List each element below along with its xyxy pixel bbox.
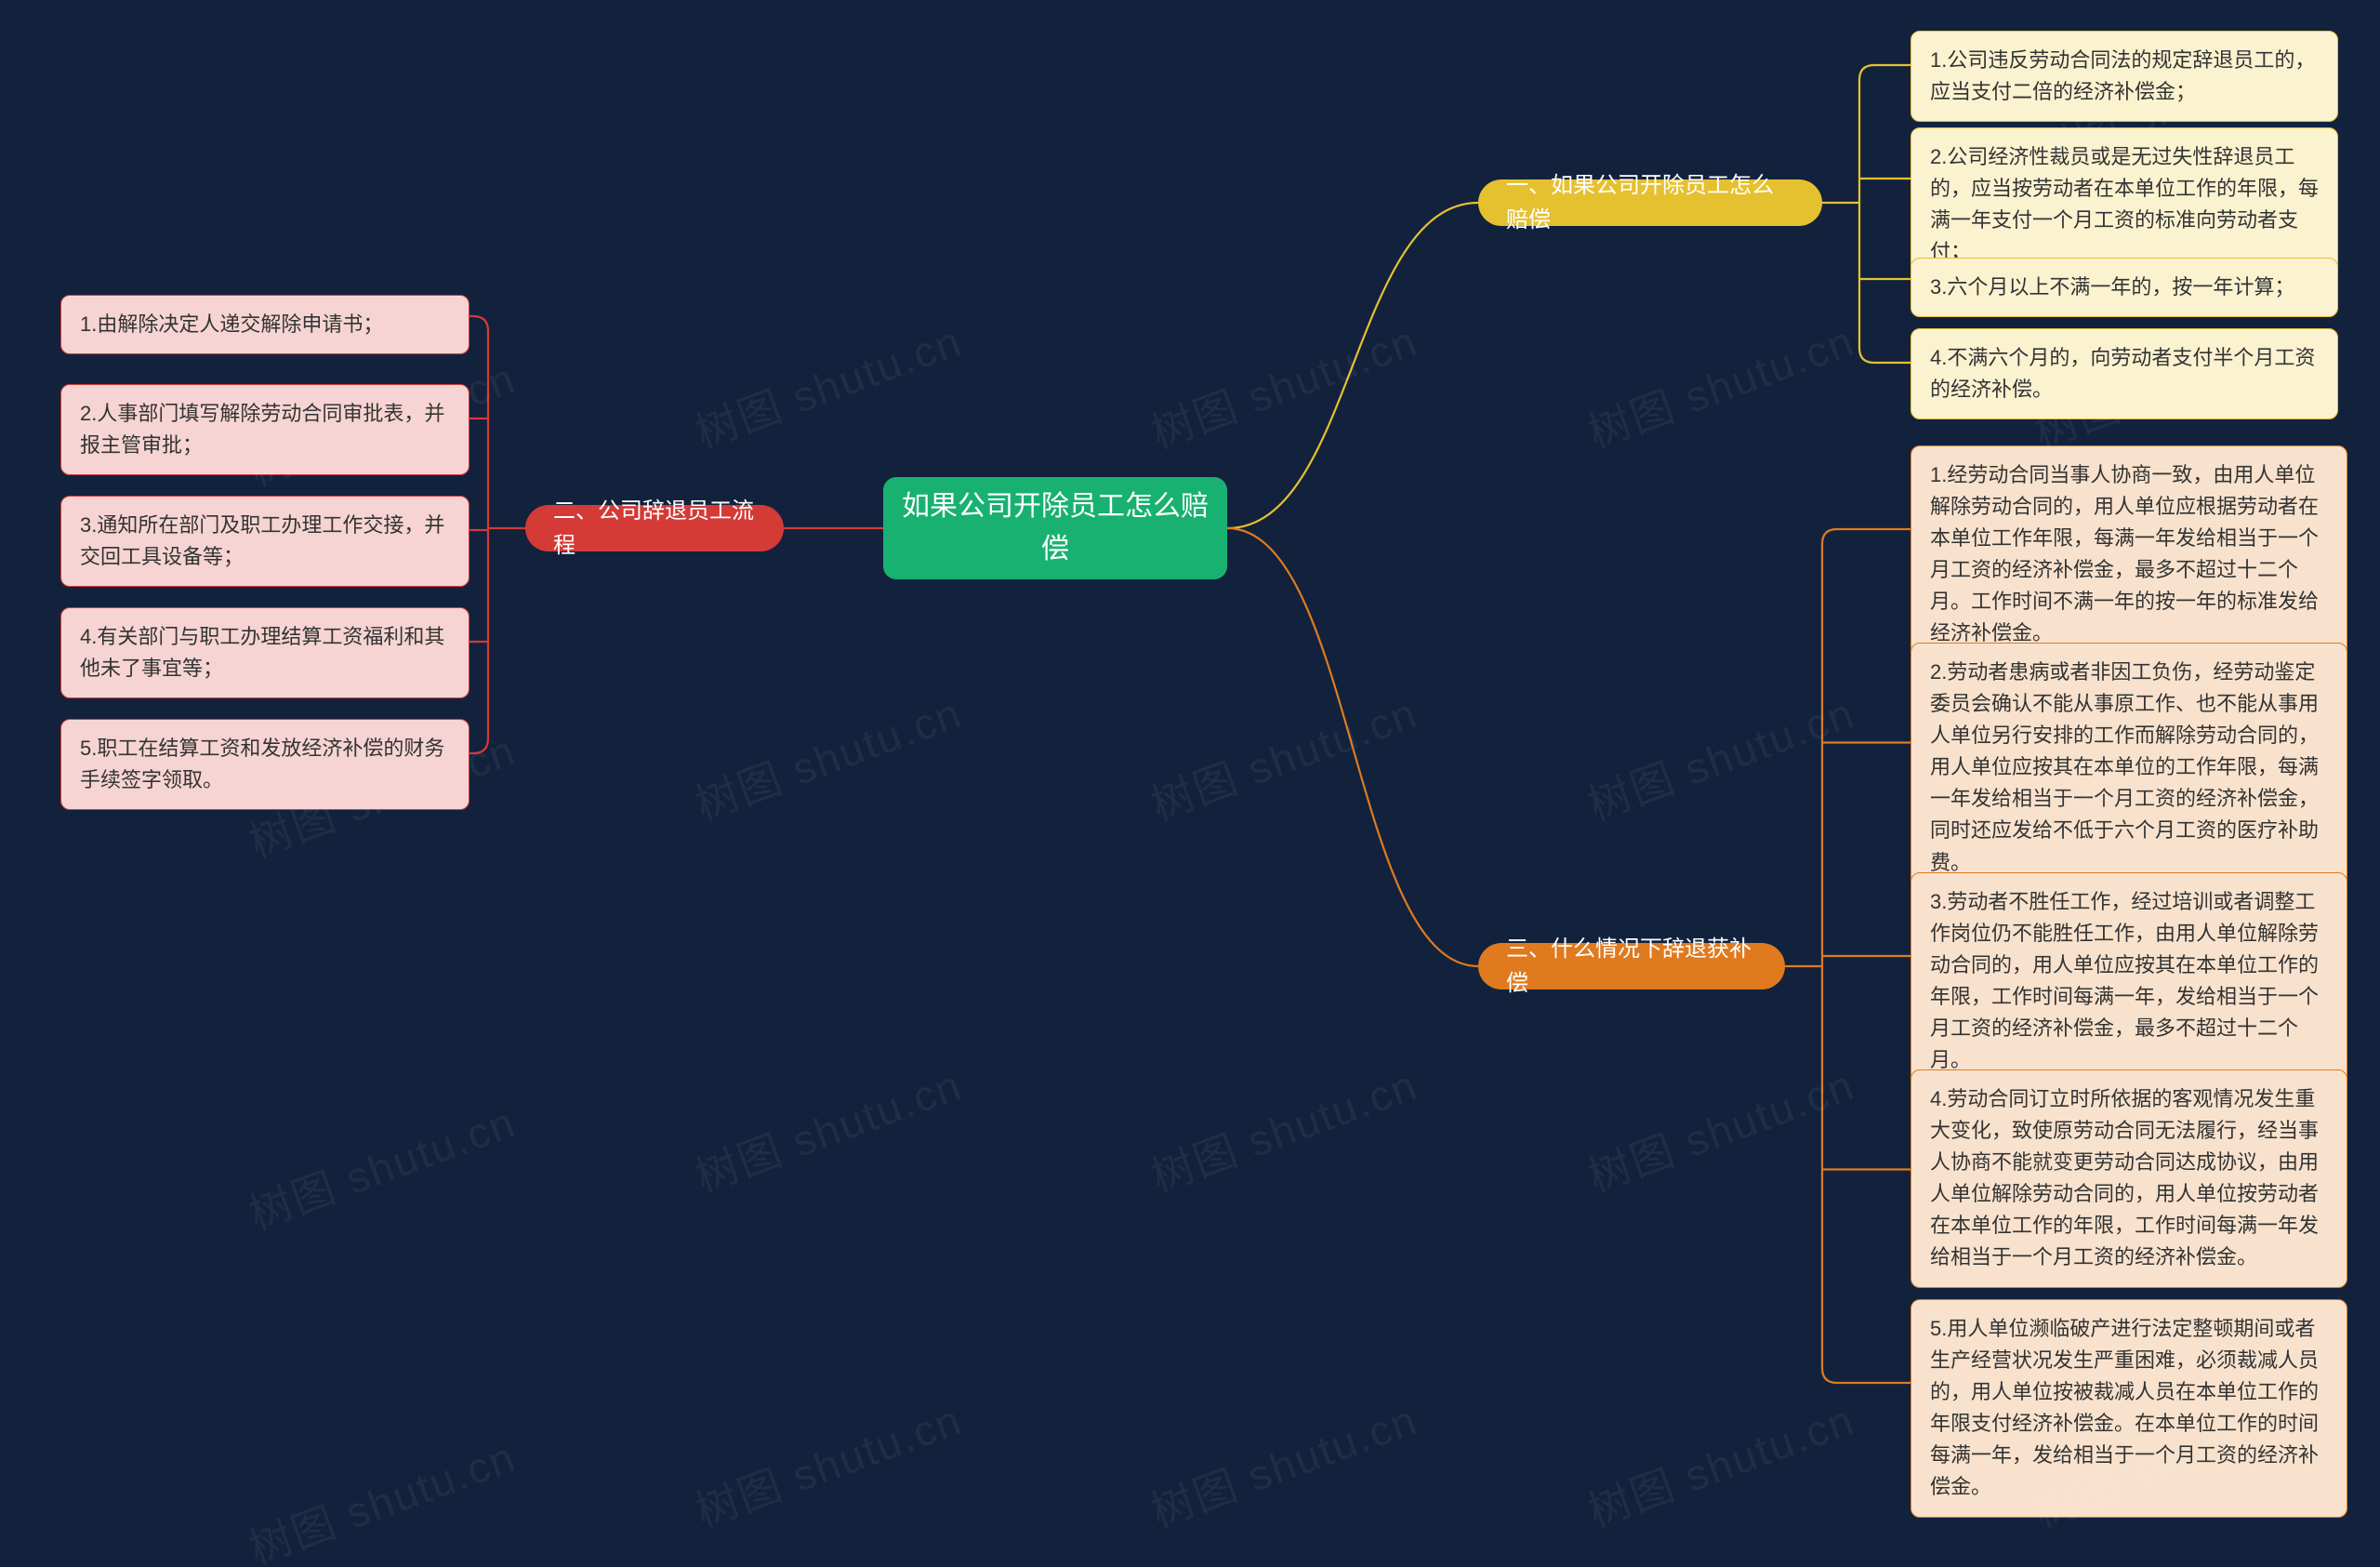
leaf-node[interactable]: 1.由解除决定人递交解除申请书； (60, 295, 469, 354)
connector (469, 316, 488, 528)
leaf-node[interactable]: 3.通知所在部门及职工办理工作交接，并交回工具设备等； (60, 496, 469, 587)
leaf-node[interactable]: 5.用人单位濒临破产进行法定整顿期间或者生产经营状况发生严重困难，必须裁减人员的… (1911, 1299, 2347, 1518)
leaf-node[interactable]: 4.有关部门与职工办理结算工资福利和其他未了事宜等； (60, 607, 469, 698)
leaf-node[interactable]: 2.劳动者患病或者非因工负伤，经劳动鉴定委员会确认不能从事原工作、也不能从事用人… (1911, 643, 2347, 893)
connector (1227, 528, 1478, 966)
branch-node[interactable]: 一、如果公司开除员工怎么赔偿 (1478, 179, 1822, 226)
leaf-node[interactable]: 1.经劳动合同当事人协商一致，由用人单位解除劳动合同的，用人单位应根据劳动者在本… (1911, 445, 2347, 664)
leaf-node[interactable]: 5.职工在结算工资和发放经济补偿的财务手续签字领取。 (60, 719, 469, 810)
connector (1227, 203, 1478, 528)
branch-node[interactable]: 三、什么情况下辞退获补偿 (1478, 943, 1785, 989)
leaf-node[interactable]: 4.不满六个月的，向劳动者支付半个月工资的经济补偿。 (1911, 328, 2338, 419)
connector (1859, 65, 1911, 203)
leaf-node[interactable]: 2.人事部门填写解除劳动合同审批表，并报主管审批； (60, 384, 469, 475)
leaf-node[interactable]: 3.劳动者不胜任工作，经过培训或者调整工作岗位仍不能胜任工作，由用人单位解除劳动… (1911, 872, 2347, 1091)
connector (1822, 529, 1911, 966)
leaf-node[interactable]: 4.劳动合同订立时所依据的客观情况发生重大变化，致使原劳动合同无法履行，经当事人… (1911, 1069, 2347, 1288)
root-node[interactable]: 如果公司开除员工怎么赔偿 (883, 477, 1227, 579)
branch-node[interactable]: 二、公司辞退员工流程 (525, 505, 784, 551)
connector (1859, 203, 1911, 363)
leaf-node[interactable]: 1.公司违反劳动合同法的规定辞退员工的，应当支付二倍的经济补偿金； (1911, 31, 2338, 122)
leaf-node[interactable]: 3.六个月以上不满一年的，按一年计算； (1911, 258, 2338, 317)
connector (1822, 966, 1911, 1383)
